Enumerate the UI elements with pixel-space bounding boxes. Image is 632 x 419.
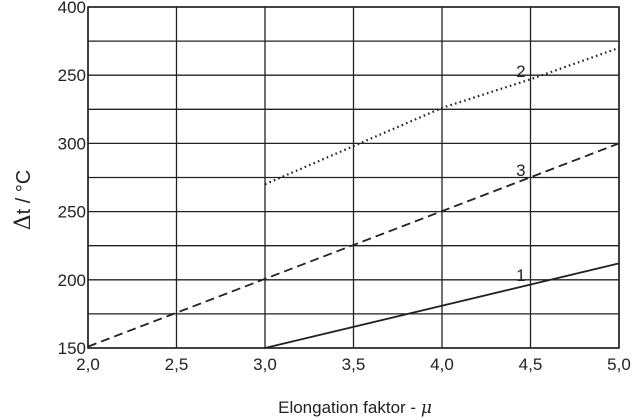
y-tick-label: 250 bbox=[58, 66, 86, 85]
x-tick-label: 2,0 bbox=[76, 355, 100, 374]
y-tick-label: 200 bbox=[58, 271, 86, 290]
x-tick-label: 3,5 bbox=[342, 355, 366, 374]
y-axis-title: Δt / °C bbox=[11, 170, 36, 231]
series-label-1: 1 bbox=[516, 266, 525, 285]
series-label-3: 3 bbox=[516, 161, 525, 180]
x-tick-label: 3,0 bbox=[253, 355, 277, 374]
y-tick-label: 400 bbox=[58, 0, 86, 17]
delta-symbol: Δ bbox=[11, 214, 36, 230]
x-tick-label: 2,5 bbox=[165, 355, 189, 374]
series-line-3 bbox=[87, 142, 620, 348]
y-tick-label: 150 bbox=[58, 339, 86, 358]
series-line-2 bbox=[264, 46, 620, 186]
x-tick-label: 4,5 bbox=[519, 355, 543, 374]
x-axis-title: Elongation faktor - μ bbox=[278, 398, 432, 418]
y-tick-label: 250 bbox=[58, 203, 86, 222]
series-line-1 bbox=[264, 262, 620, 349]
tick-labels: 2,0 2,5 3,0 3,5 4,0 4,5 5,0 150 200 250 300 250 400 bbox=[58, 0, 631, 374]
grid bbox=[87, 6, 620, 349]
svg-text:Δt / °C: Δt / °C bbox=[11, 170, 36, 231]
series-layer bbox=[87, 46, 620, 349]
x-tick-label: 4,0 bbox=[430, 355, 454, 374]
x-tick-label: 5,0 bbox=[607, 355, 631, 374]
y-tick-label: 300 bbox=[58, 134, 86, 153]
mu-symbol: μ bbox=[421, 398, 432, 418]
series-labels: 1 2 3 bbox=[516, 62, 525, 285]
series-label-2: 2 bbox=[516, 62, 525, 81]
plot-frame bbox=[87, 6, 620, 349]
